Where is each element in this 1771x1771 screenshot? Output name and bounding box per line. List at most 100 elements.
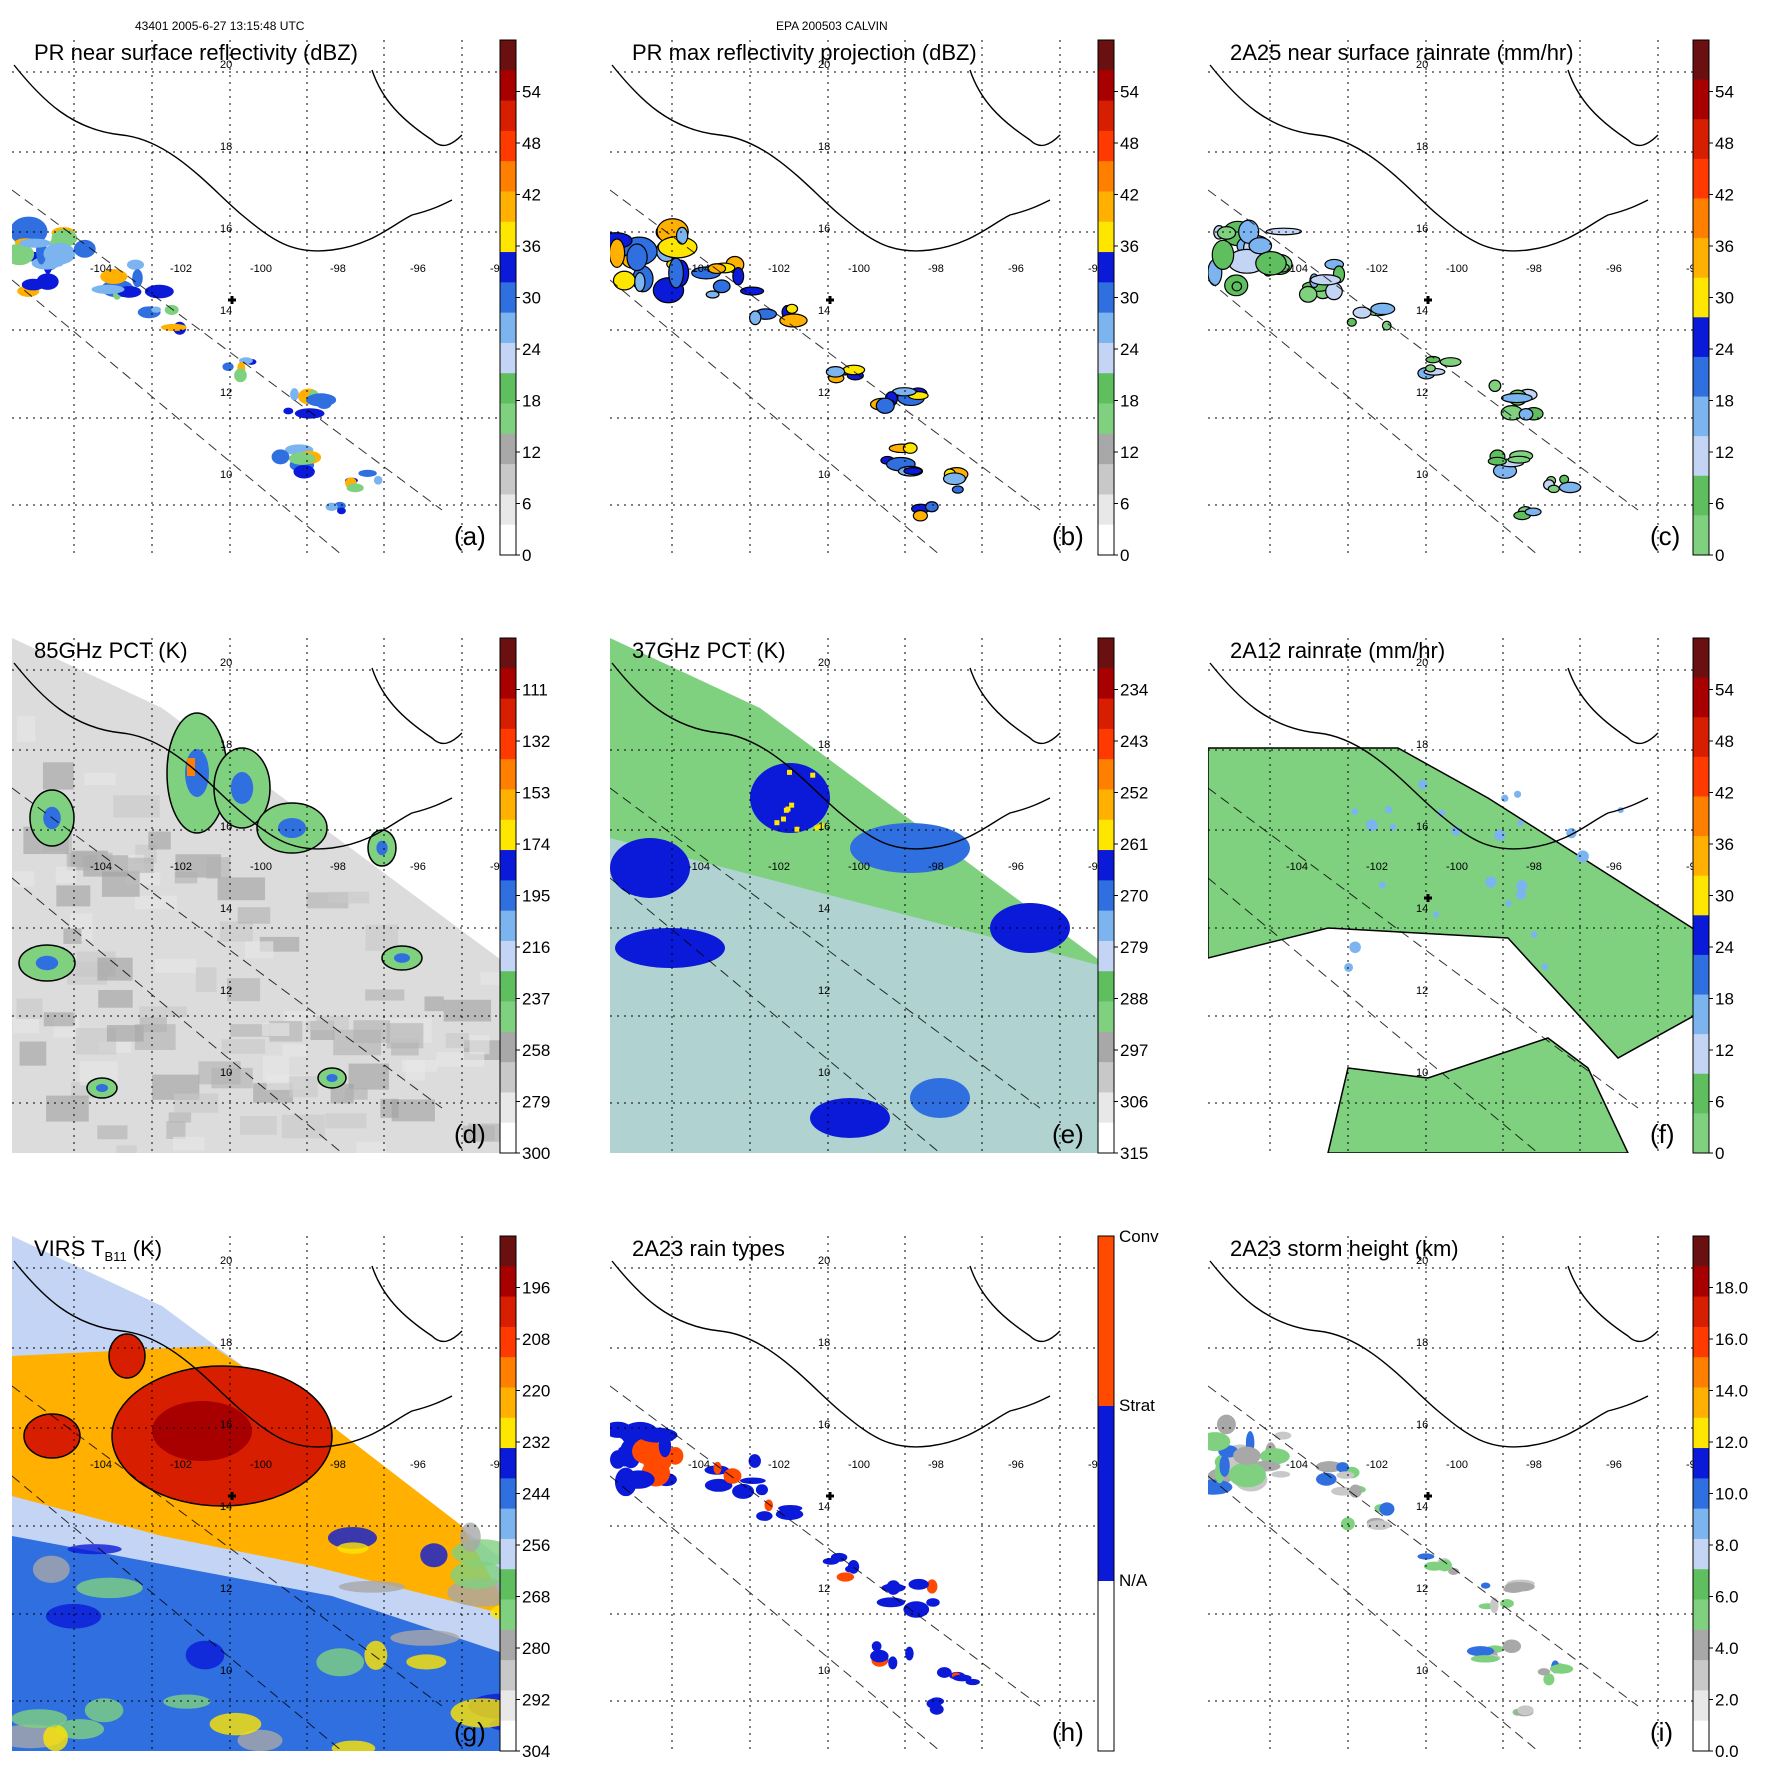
tb-cell [198, 1061, 241, 1085]
precip-echo [290, 388, 299, 401]
tb-cell [462, 1125, 495, 1141]
longitude-label: -100 [250, 861, 272, 873]
moderate-rain [1351, 808, 1359, 815]
colorbar-band [1693, 1690, 1709, 1722]
tb-cell [240, 1115, 277, 1135]
colorbar-band [1693, 1387, 1709, 1419]
latitude-label: 16 [1416, 821, 1428, 833]
longitude-label: -100 [250, 1459, 272, 1471]
colorbar-band [500, 433, 516, 465]
tb-cell [113, 795, 160, 818]
precip-echo [1439, 357, 1462, 367]
swath-edge [1208, 1385, 1639, 1707]
colorbar-label: 297 [1120, 1041, 1148, 1060]
precip-echo [1315, 1461, 1344, 1473]
colorbar-band [500, 312, 516, 344]
tb-cell [166, 1121, 186, 1139]
precip-echo [1274, 1431, 1292, 1440]
colorbar-label: 243 [1120, 732, 1148, 751]
colorbar-a: 54 48 42 36 30 24 18 12 6 0 [499, 39, 541, 565]
colorbar-label: 30 [1715, 289, 1734, 308]
rain-area [1327, 1037, 1629, 1153]
coastline [371, 1265, 463, 1343]
longitude-label: -104 [688, 263, 710, 275]
panel-title: VIRS TB11 (K) [34, 1236, 162, 1264]
precip-echo [43, 242, 76, 265]
colorbar-band [1693, 475, 1709, 516]
storm-name-label: EPA 200503 CALVIN [776, 19, 888, 33]
longitude-label: -96 [410, 263, 426, 275]
latitude-label: 12 [1416, 387, 1428, 399]
precip-echo [293, 465, 315, 479]
precip-echo [1233, 1446, 1261, 1465]
colorbar-band [500, 1478, 516, 1510]
colorbar-label: 12 [1715, 443, 1734, 462]
panel-letter: (d) [454, 1119, 486, 1149]
panel-letter: (i) [1650, 1717, 1673, 1747]
colorbar-i: 18.0 16.0 14.0 12.0 10.0 8.0 6.0 4.0 2.0 0.0 [1692, 1235, 1748, 1761]
tb-cell [16, 998, 43, 1020]
colorbar-band [500, 1357, 516, 1388]
colorbar-band [1693, 1417, 1709, 1449]
colorbar-label: 12 [1715, 1041, 1734, 1060]
storm-center-marker [228, 296, 236, 304]
colorbar-frame [1097, 1235, 1115, 1752]
precip-echo [325, 502, 338, 512]
precip-echo [358, 469, 377, 477]
coastline [13, 1260, 453, 1448]
precip-echo [668, 257, 684, 289]
moderate-rain [1378, 881, 1386, 889]
latitude-label: 18 [1416, 739, 1428, 751]
colorbar-band [1098, 524, 1114, 556]
colorbar-band [500, 282, 516, 314]
coldest-tops [152, 1401, 252, 1461]
precip-echo [667, 1446, 684, 1465]
colorbar-d: 111 132 153 174 195 216 237 258 279 300 [499, 637, 550, 1163]
colorbar-band [1693, 796, 1709, 837]
moderate-rain [1432, 911, 1440, 918]
tb-cell [98, 990, 133, 1008]
precip-echo [1543, 1673, 1555, 1686]
panel-title: 2A23 rain types [632, 1236, 785, 1261]
latitude-label: 16 [818, 223, 830, 235]
colorbar-band [500, 494, 516, 526]
coastline [611, 662, 1051, 850]
colorbar-label: 18 [1715, 392, 1734, 411]
longitude-label: -98 [330, 263, 346, 275]
precip-echo [91, 284, 125, 294]
convective-core [96, 1084, 108, 1092]
precip-echo [707, 263, 727, 275]
colorbar-band [1098, 789, 1114, 821]
precip-echo [908, 1578, 929, 1590]
precip-echo [952, 1674, 972, 1682]
precip-echo [1518, 407, 1534, 421]
colorbar-label: 261 [1120, 835, 1148, 854]
precip-echo [1500, 1599, 1514, 1608]
longitude-label: -100 [1446, 263, 1468, 275]
colorbar-label: 18 [522, 392, 541, 411]
swath-edge [1208, 279, 1539, 555]
precip-echo [12, 243, 35, 266]
cloud-cell [327, 1526, 377, 1549]
colorbar-label: 306 [1120, 1093, 1148, 1112]
colorbar-band [1693, 717, 1709, 758]
convective-core [230, 772, 254, 804]
colorbar-band [1098, 940, 1114, 972]
tb-cell [405, 1059, 425, 1081]
latitude-label: 12 [1416, 985, 1428, 997]
colorbar-band [1693, 836, 1709, 877]
swath-edge [12, 1475, 343, 1751]
latitude-label: 12 [220, 985, 232, 997]
tb-cell [116, 1145, 137, 1153]
colorbar-label: 14.0 [1715, 1382, 1748, 1401]
colorbar-band [1693, 79, 1709, 120]
colorbar-label: Strat [1119, 1396, 1155, 1415]
colorbar-band [500, 252, 516, 283]
swath-edge [610, 877, 941, 1153]
longitude-label: -100 [848, 1459, 870, 1471]
colorbar-label: 195 [522, 887, 550, 906]
very-low-pct [785, 806, 791, 812]
precip-echo [1316, 1472, 1337, 1486]
precip-echo [912, 509, 928, 522]
